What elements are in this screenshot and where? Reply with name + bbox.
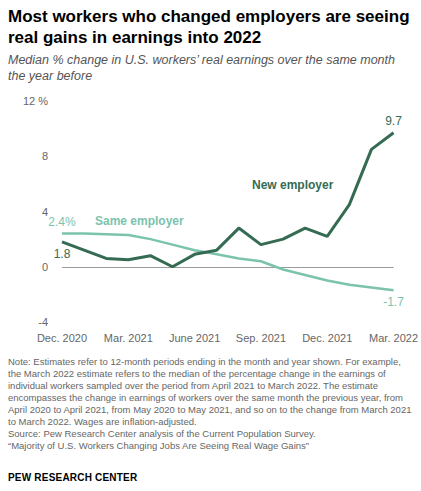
html-text:“Majority of U.S. Workers Chan: “Majority of U.S. Workers Changing Jobs …: [8, 440, 309, 451]
svg-text:4: 4: [42, 206, 48, 218]
svg-text:1.8: 1.8: [54, 247, 71, 261]
html-text:Note: Estimates refer to 12-mo: Note: Estimates refer to 12-month period…: [8, 356, 412, 427]
svg-text:Mar. 2021: Mar. 2021: [104, 332, 153, 344]
svg-text:-4: -4: [38, 316, 48, 328]
svg-text:Dec. 2021: Dec. 2021: [302, 332, 352, 344]
svg-text:-1.7: -1.7: [383, 295, 404, 309]
svg-text:Dec. 2020: Dec. 2020: [37, 332, 87, 344]
svg-text:New employer: New employer: [252, 178, 334, 192]
svg-text:Same employer: Same employer: [95, 214, 184, 228]
svg-text:9.7: 9.7: [385, 114, 402, 128]
html-text:Most workers who changed emplo: Most workers who changed employers are s…: [8, 7, 410, 47]
html-text:Source: Pew Research Center an: Source: Pew Research Center analysis of …: [8, 428, 316, 439]
svg-text:June 2021: June 2021: [169, 332, 220, 344]
svg-text:12 %: 12 %: [23, 95, 48, 107]
svg-text:Sep. 2021: Sep. 2021: [236, 332, 286, 344]
svg-text:2.4%: 2.4%: [48, 215, 76, 229]
svg-text:Mar. 2022: Mar. 2022: [369, 332, 418, 344]
html-text:PEW RESEARCH CENTER: PEW RESEARCH CENTER: [8, 472, 138, 483]
svg-text:0: 0: [42, 261, 48, 273]
svg-text:8: 8: [42, 150, 48, 162]
html-text:Median % change in U.S. worker: Median % change in U.S. workers’ real ea…: [8, 53, 395, 83]
